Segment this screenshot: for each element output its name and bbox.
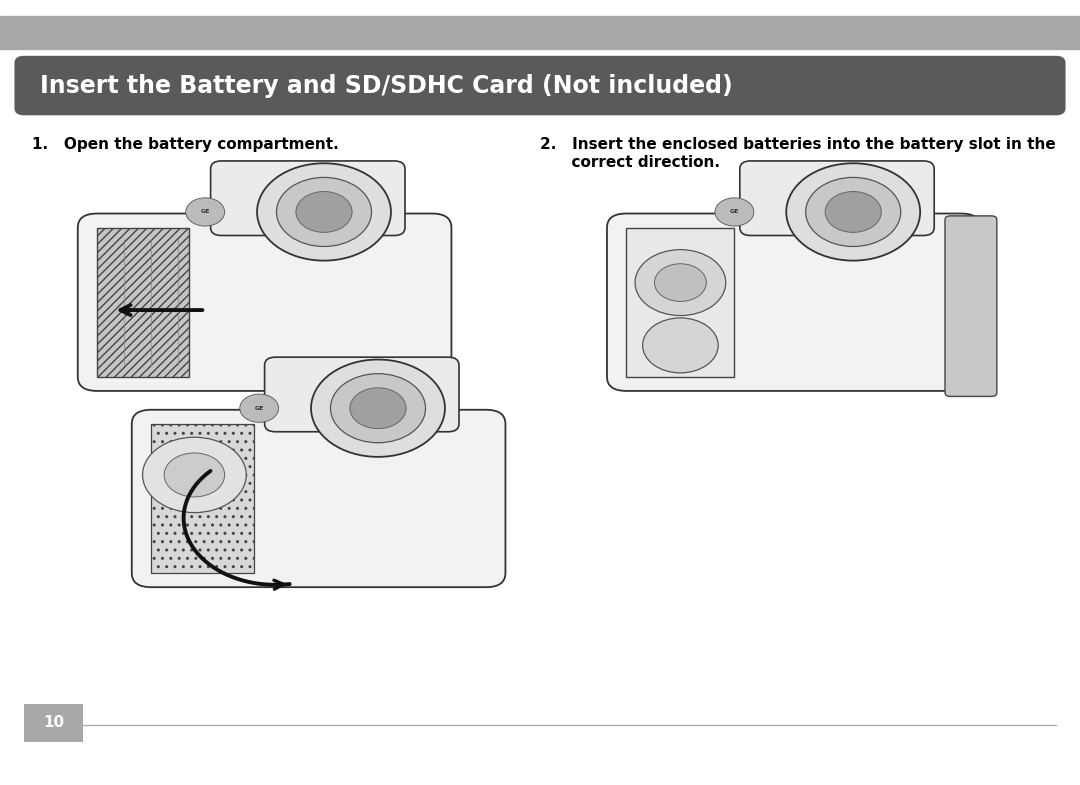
FancyBboxPatch shape [607,214,981,391]
Bar [97,228,189,377]
Circle shape [643,318,718,373]
Text: 2.   Insert the enclosed batteries into the battery slot in the
      correct di: 2. Insert the enclosed batteries into th… [540,137,1056,170]
Circle shape [330,374,426,443]
Text: 1.   Open the battery compartment.: 1. Open the battery compartment. [32,137,339,152]
Bar [0,16,1080,49]
Circle shape [654,264,706,301]
Circle shape [257,163,391,261]
Text: GE: GE [730,210,739,214]
Circle shape [825,192,881,232]
Bar [626,228,734,377]
FancyBboxPatch shape [78,214,451,391]
Circle shape [786,163,920,261]
Circle shape [296,192,352,232]
Text: Insert the Battery and SD/SDHC Card (Not included): Insert the Battery and SD/SDHC Card (Not… [40,74,732,97]
Circle shape [635,250,726,316]
Text: 10: 10 [43,715,64,731]
FancyBboxPatch shape [265,357,459,432]
FancyBboxPatch shape [945,216,997,396]
FancyBboxPatch shape [211,161,405,236]
FancyBboxPatch shape [15,57,1065,115]
Circle shape [715,198,754,226]
Circle shape [143,437,246,513]
Circle shape [186,198,225,226]
Bar [151,424,254,573]
Text: GE: GE [201,210,210,214]
Circle shape [164,453,225,497]
FancyBboxPatch shape [132,410,505,587]
Circle shape [350,388,406,429]
Circle shape [311,360,445,457]
FancyBboxPatch shape [740,161,934,236]
Circle shape [240,394,279,422]
Circle shape [806,177,901,246]
Text: GE: GE [255,406,264,411]
Bar [24,704,83,742]
Circle shape [276,177,372,246]
